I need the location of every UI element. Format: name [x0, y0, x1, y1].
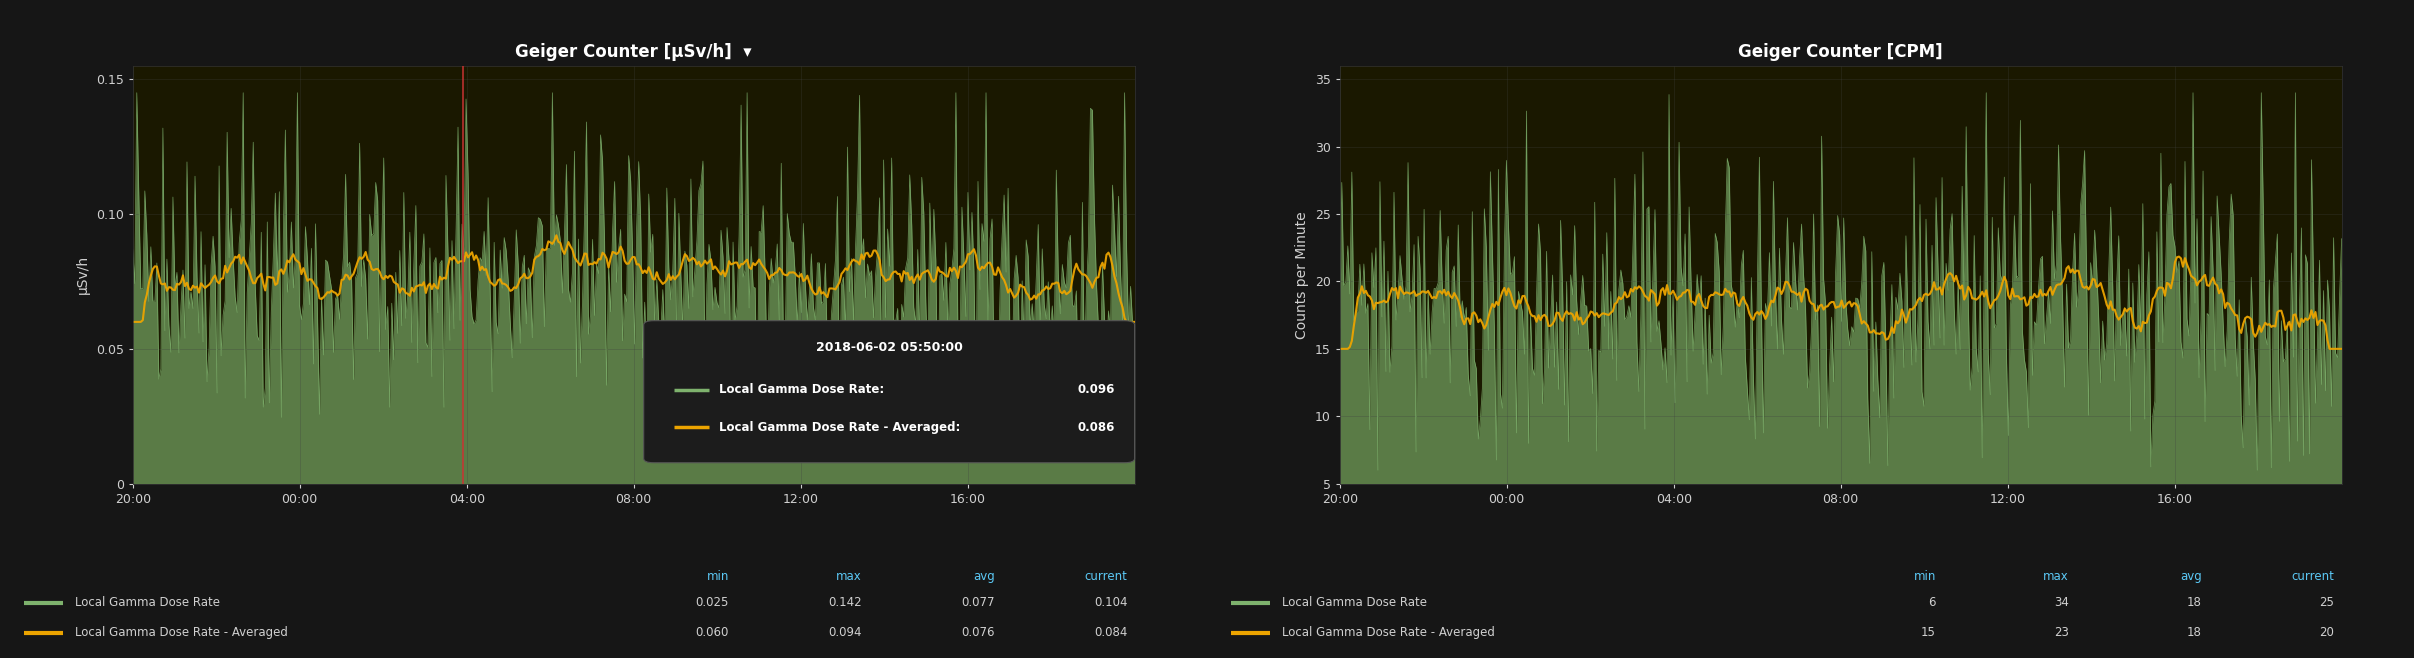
Text: 0.094: 0.094: [828, 626, 862, 639]
Text: avg: avg: [2180, 570, 2202, 584]
Text: 18: 18: [2187, 626, 2202, 639]
Y-axis label: μSv/h: μSv/h: [77, 255, 89, 294]
Text: 0.060: 0.060: [695, 626, 729, 639]
Text: 0.084: 0.084: [1094, 626, 1127, 639]
Text: 15: 15: [1922, 626, 1936, 639]
Y-axis label: Counts per Minute: Counts per Minute: [1296, 211, 1308, 338]
Title: Geiger Counter [CPM]: Geiger Counter [CPM]: [1738, 43, 1943, 61]
Text: Local Gamma Dose Rate: Local Gamma Dose Rate: [1282, 596, 1427, 609]
Text: max: max: [835, 570, 862, 584]
Text: 0.096: 0.096: [1077, 383, 1115, 396]
Text: 0.025: 0.025: [695, 596, 729, 609]
Text: current: current: [1084, 570, 1127, 584]
Text: current: current: [2291, 570, 2334, 584]
Text: 0.104: 0.104: [1094, 596, 1127, 609]
Text: Local Gamma Dose Rate: Local Gamma Dose Rate: [75, 596, 220, 609]
Text: Local Gamma Dose Rate - Averaged: Local Gamma Dose Rate - Averaged: [1282, 626, 1494, 639]
Text: 20: 20: [2320, 626, 2334, 639]
Text: 0.077: 0.077: [961, 596, 995, 609]
Text: 34: 34: [2054, 596, 2069, 609]
Text: 6: 6: [1929, 596, 1936, 609]
Text: max: max: [2042, 570, 2069, 584]
Text: 18: 18: [2187, 596, 2202, 609]
Text: min: min: [707, 570, 729, 584]
Text: min: min: [1914, 570, 1936, 584]
Title: Geiger Counter [μSv/h]  ▾: Geiger Counter [μSv/h] ▾: [514, 43, 753, 61]
FancyBboxPatch shape: [645, 320, 1135, 463]
Text: Local Gamma Dose Rate - Averaged:: Local Gamma Dose Rate - Averaged:: [719, 420, 961, 434]
Text: 0.142: 0.142: [828, 596, 862, 609]
Text: 25: 25: [2320, 596, 2334, 609]
Text: avg: avg: [973, 570, 995, 584]
Text: 23: 23: [2054, 626, 2069, 639]
Text: Local Gamma Dose Rate - Averaged: Local Gamma Dose Rate - Averaged: [75, 626, 287, 639]
Text: 0.086: 0.086: [1077, 420, 1115, 434]
Text: 2018-06-02 05:50:00: 2018-06-02 05:50:00: [816, 342, 963, 355]
Text: 0.076: 0.076: [961, 626, 995, 639]
Text: Local Gamma Dose Rate:: Local Gamma Dose Rate:: [719, 383, 884, 396]
